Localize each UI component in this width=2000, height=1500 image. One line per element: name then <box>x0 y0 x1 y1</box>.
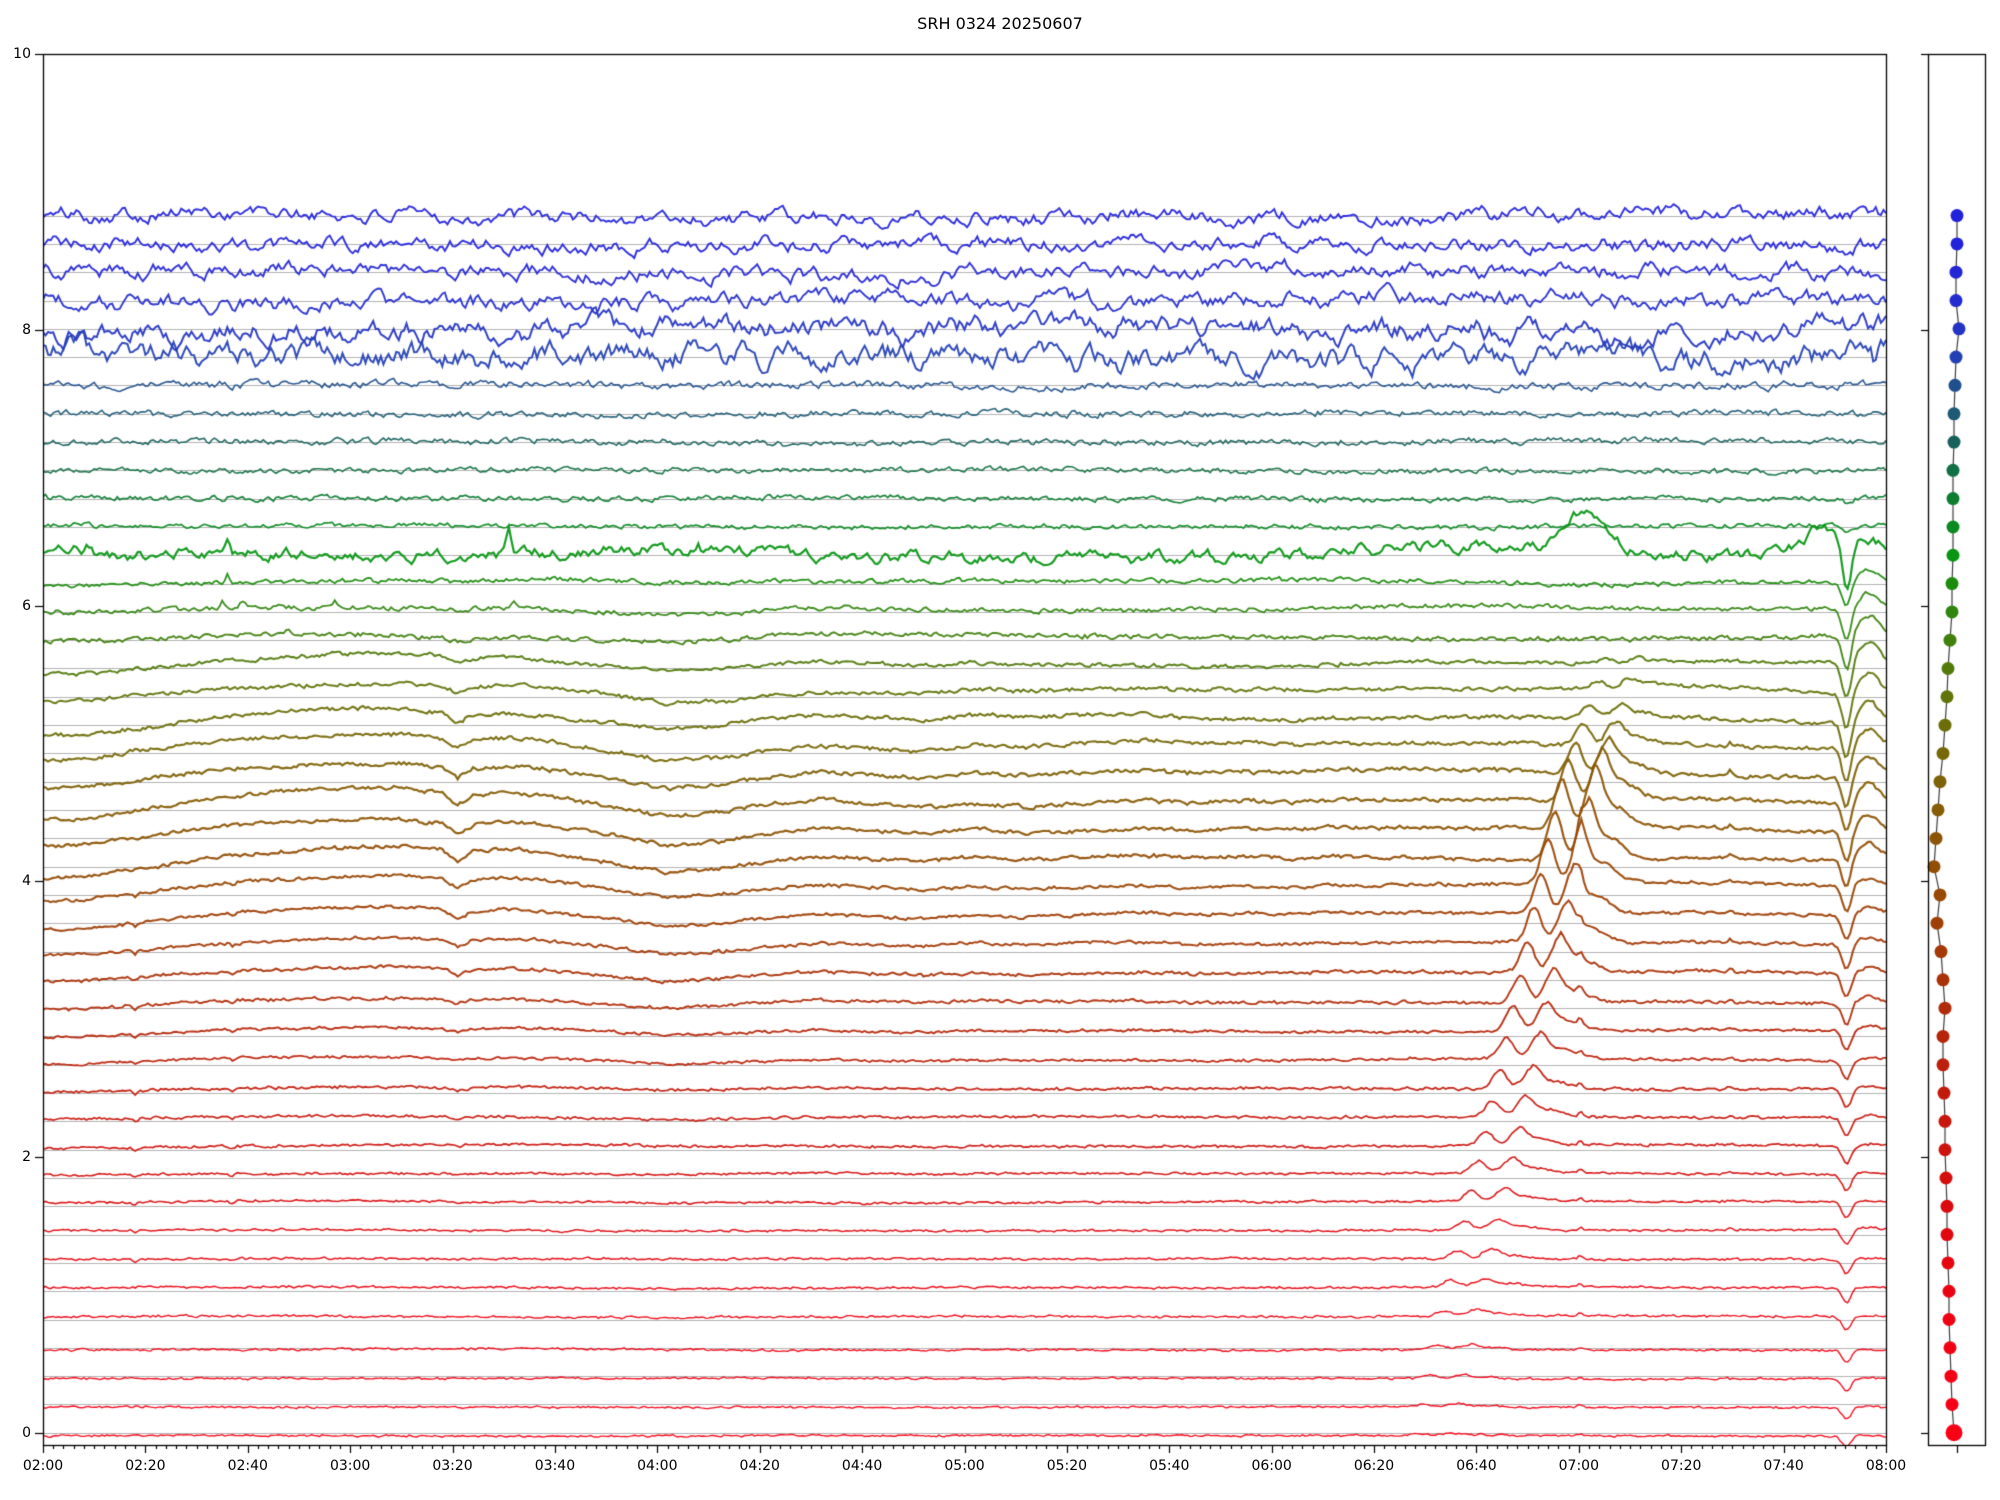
x-tick-label: 05:20 <box>1046 1458 1088 1474</box>
y-tick-label: 2 <box>22 1149 31 1166</box>
x-tick-label: 06:40 <box>1456 1458 1497 1474</box>
y-tick-label: 10 <box>13 46 31 62</box>
y-tick-label: 6 <box>22 597 31 614</box>
x-tick-label: 05:40 <box>1149 1458 1190 1474</box>
x-tick-label: 03:40 <box>534 1458 576 1474</box>
x-tick-label: 08:00 <box>1865 1458 1907 1474</box>
x-tick-label: 06:20 <box>1353 1458 1395 1474</box>
x-tick-label: 05:00 <box>944 1458 985 1474</box>
y-tick-label: 8 <box>22 321 31 338</box>
x-tick-label: 04:40 <box>841 1458 883 1474</box>
x-tick-label: 07:20 <box>1661 1458 1702 1474</box>
x-tick-label: 02:00 <box>22 1458 64 1474</box>
x-tick-label: 04:20 <box>739 1458 780 1474</box>
y-tick-label: 0 <box>22 1425 31 1441</box>
x-tick-label: 03:20 <box>432 1458 473 1474</box>
plot-title: SRH 0324 20250607 <box>917 14 1083 33</box>
y-tick-label: 4 <box>22 873 31 890</box>
x-tick-label: 02:20 <box>125 1458 166 1474</box>
x-tick-label: 06:00 <box>1251 1458 1292 1474</box>
x-tick-label: 02:40 <box>227 1458 268 1474</box>
x-tick-label: 07:00 <box>1558 1458 1599 1474</box>
x-tick-label: 07:40 <box>1763 1458 1804 1474</box>
x-tick-label: 04:00 <box>637 1458 678 1474</box>
x-tick-label: 03:00 <box>329 1458 371 1474</box>
